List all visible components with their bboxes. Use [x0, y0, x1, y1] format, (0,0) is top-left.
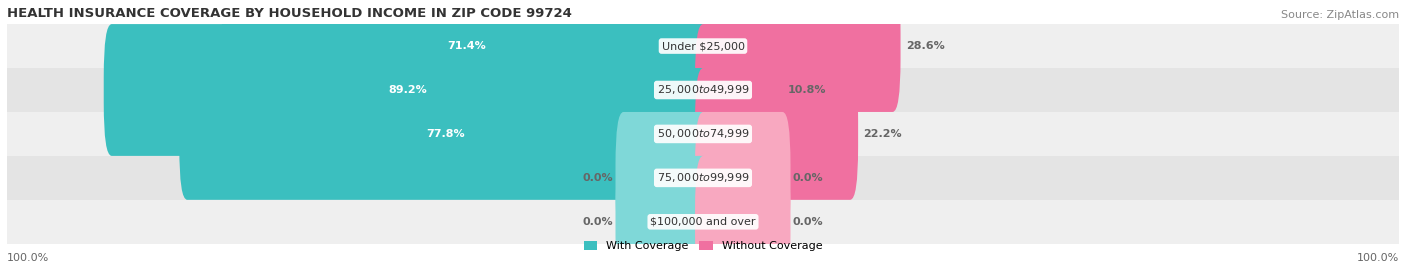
Text: 22.2%: 22.2%	[863, 129, 903, 139]
Bar	[7, 24, 1399, 68]
Text: $75,000 to $99,999: $75,000 to $99,999	[657, 171, 749, 184]
FancyBboxPatch shape	[222, 0, 711, 112]
Bar	[7, 200, 1399, 244]
Bar	[7, 156, 1399, 200]
Text: 89.2%: 89.2%	[388, 85, 426, 95]
Bar	[7, 68, 1399, 112]
Text: 77.8%: 77.8%	[426, 129, 464, 139]
Text: 100.0%: 100.0%	[7, 253, 49, 263]
FancyBboxPatch shape	[695, 24, 783, 156]
Text: $25,000 to $49,999: $25,000 to $49,999	[657, 83, 749, 97]
Text: 10.8%: 10.8%	[787, 85, 827, 95]
Text: Source: ZipAtlas.com: Source: ZipAtlas.com	[1281, 10, 1399, 20]
Bar	[7, 112, 1399, 156]
Legend: With Coverage, Without Coverage: With Coverage, Without Coverage	[579, 236, 827, 256]
FancyBboxPatch shape	[104, 24, 711, 156]
FancyBboxPatch shape	[616, 156, 711, 269]
FancyBboxPatch shape	[180, 68, 711, 200]
FancyBboxPatch shape	[695, 112, 790, 244]
Text: 100.0%: 100.0%	[1357, 253, 1399, 263]
Text: 71.4%: 71.4%	[447, 41, 485, 51]
Text: $50,000 to $74,999: $50,000 to $74,999	[657, 128, 749, 140]
Text: 0.0%: 0.0%	[583, 217, 613, 227]
Text: 0.0%: 0.0%	[793, 173, 823, 183]
FancyBboxPatch shape	[695, 0, 901, 112]
FancyBboxPatch shape	[616, 112, 711, 244]
FancyBboxPatch shape	[695, 68, 858, 200]
Text: 28.6%: 28.6%	[905, 41, 945, 51]
Text: Under $25,000: Under $25,000	[661, 41, 745, 51]
Text: 0.0%: 0.0%	[793, 217, 823, 227]
FancyBboxPatch shape	[695, 156, 790, 269]
Text: $100,000 and over: $100,000 and over	[650, 217, 756, 227]
Text: HEALTH INSURANCE COVERAGE BY HOUSEHOLD INCOME IN ZIP CODE 99724: HEALTH INSURANCE COVERAGE BY HOUSEHOLD I…	[7, 7, 572, 20]
Text: 0.0%: 0.0%	[583, 173, 613, 183]
